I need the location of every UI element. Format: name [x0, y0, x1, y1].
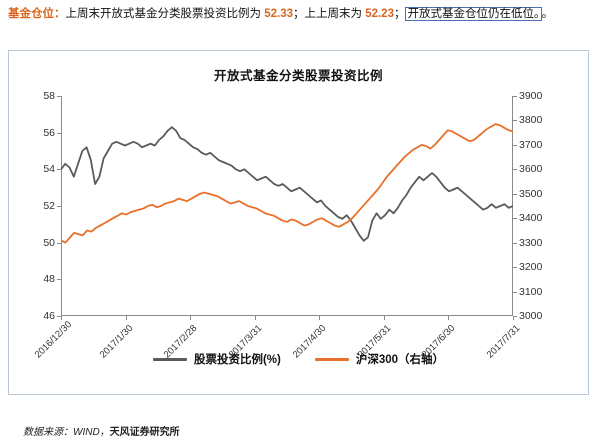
y-axis-right-tick: 3300 [519, 236, 543, 249]
header-text3: ； [393, 8, 406, 20]
y-left-tickmark [57, 279, 61, 281]
legend-label-series2: 沪深300（右轴） [355, 354, 445, 366]
legend-swatch-series1 [152, 357, 187, 361]
y-right-tickmark [513, 169, 517, 171]
y-axis-right-tick: 3700 [519, 138, 543, 151]
header-mark: 。 [541, 8, 554, 20]
header-value1: 52.33 [264, 8, 293, 20]
chart-legend: 股票投资比例(%) 沪深300（右轴） [9, 351, 588, 367]
y-right-tickmark [513, 120, 517, 122]
x-tickmark [448, 316, 450, 320]
y-left-tickmark [57, 242, 61, 244]
source-note: 数据来源：WIND，天风证券研究所 [23, 423, 180, 438]
y-right-tickmark [513, 316, 517, 317]
chart-title: 开放式基金分类股票投资比例 [213, 69, 383, 83]
y-axis-left-tick: 46 [43, 310, 55, 322]
y-right-tickmark [513, 96, 517, 97]
y-left-tickmark [57, 206, 61, 207]
x-tickmark [125, 316, 127, 320]
x-axis [61, 315, 513, 316]
x-tickmark [61, 316, 62, 320]
y-right-tickmark [513, 193, 517, 195]
x-tickmark [383, 316, 385, 320]
legend-label-series1: 股票投资比例(%) [193, 354, 281, 366]
y-left-tickmark [57, 96, 61, 97]
y-axis-left-tick: 58 [43, 90, 55, 102]
y-axis-left-tick: 52 [43, 200, 55, 212]
y-axis-right-tick: 3600 [519, 163, 543, 176]
y-left-tickmark [57, 169, 61, 171]
header-note: 基金仓位：上周末开放式基金分类股票投资比例为 52.33；上上周末为 52.23… [8, 6, 592, 23]
y-axis-right-tick: 3800 [519, 114, 543, 127]
y-axis-left-tick: 56 [43, 126, 55, 139]
x-tickmark [513, 316, 514, 320]
series-line-2 [61, 123, 513, 244]
series-line-1 [61, 126, 513, 242]
source-prefix: 数据来源：WIND， [23, 427, 110, 438]
y-axis-right-tick: 3000 [519, 310, 543, 322]
y-axis-left [61, 96, 62, 316]
y-axis-left-tick: 50 [43, 236, 55, 249]
header-text1: 上周末开放式基金分类股票投资比例为 [65, 8, 265, 20]
y-axis-left-tick: 54 [43, 163, 55, 176]
y-right-tickmark [513, 242, 517, 244]
y-left-tickmark [57, 132, 61, 134]
legend-swatch-series2 [314, 357, 349, 361]
chart-container: 开放式基金分类股票投资比例 46 48 50 52 54 56 58 3000 3100 3200… [8, 50, 589, 438]
x-tickmark [319, 316, 321, 320]
source-org: 天风证券研究所 [109, 427, 180, 438]
y-axis-right-tick: 3200 [519, 261, 543, 274]
series-canvas [61, 123, 513, 244]
header-boxed-note: 开放式基金仓位仍在低位。 [405, 7, 542, 21]
header-label: 基金仓位： [8, 8, 66, 20]
legend-item-series2: 沪深300（右轴） [314, 351, 445, 367]
plot-area: 46 48 50 52 54 56 58 3000 3100 3200 3300 3400 3500 36… [33, 90, 543, 361]
y-left-tickmark [57, 316, 61, 317]
y-right-tickmark [513, 144, 517, 146]
y-axis-right-tick: 3100 [519, 285, 543, 298]
y-axis-left-tick: 48 [43, 273, 55, 286]
y-axis-right-tick: 3900 [519, 90, 543, 102]
y-right-tickmark [513, 291, 517, 293]
header-text2: ；上上周末为 [292, 8, 366, 20]
y-right-tickmark [513, 267, 517, 269]
header-value2: 52.23 [365, 8, 394, 20]
y-axis-right-tick: 3500 [519, 187, 543, 200]
y-right-tickmark [513, 218, 517, 220]
x-tickmark [254, 316, 256, 320]
y-axis-right-tick: 3400 [519, 212, 543, 225]
x-tickmark [190, 316, 192, 320]
legend-item-series1: 股票投资比例(%) [152, 351, 281, 367]
